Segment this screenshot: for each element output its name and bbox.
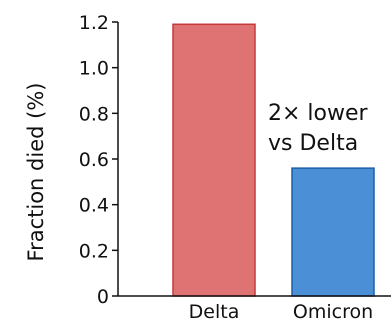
bars bbox=[172, 23, 375, 297]
annotation-line-1: 2× lower bbox=[268, 101, 369, 126]
y-tick-label: 0.8 bbox=[79, 103, 109, 125]
annotation-line-2: vs Delta bbox=[268, 131, 358, 156]
y-tick-label: 0.4 bbox=[79, 195, 109, 217]
y-ticks: 0 0.2 0.4 0.6 0.8 1.0 1.2 bbox=[79, 12, 118, 308]
y-tick-label: 1.0 bbox=[79, 58, 109, 80]
y-tick-label: 0 bbox=[97, 286, 109, 308]
x-tick-labels: Delta Omicron bbox=[189, 301, 373, 323]
y-axis-label: Fraction died (%) bbox=[24, 83, 48, 262]
y-tick-label: 0.6 bbox=[79, 149, 109, 171]
bar-delta bbox=[172, 23, 256, 297]
y-tick-label: 1.2 bbox=[79, 12, 109, 34]
x-tick-label-omicron: Omicron bbox=[293, 301, 373, 323]
y-tick-label: 0.2 bbox=[79, 240, 109, 262]
x-tick-label-delta: Delta bbox=[189, 301, 240, 323]
bar-omicron bbox=[291, 167, 375, 297]
